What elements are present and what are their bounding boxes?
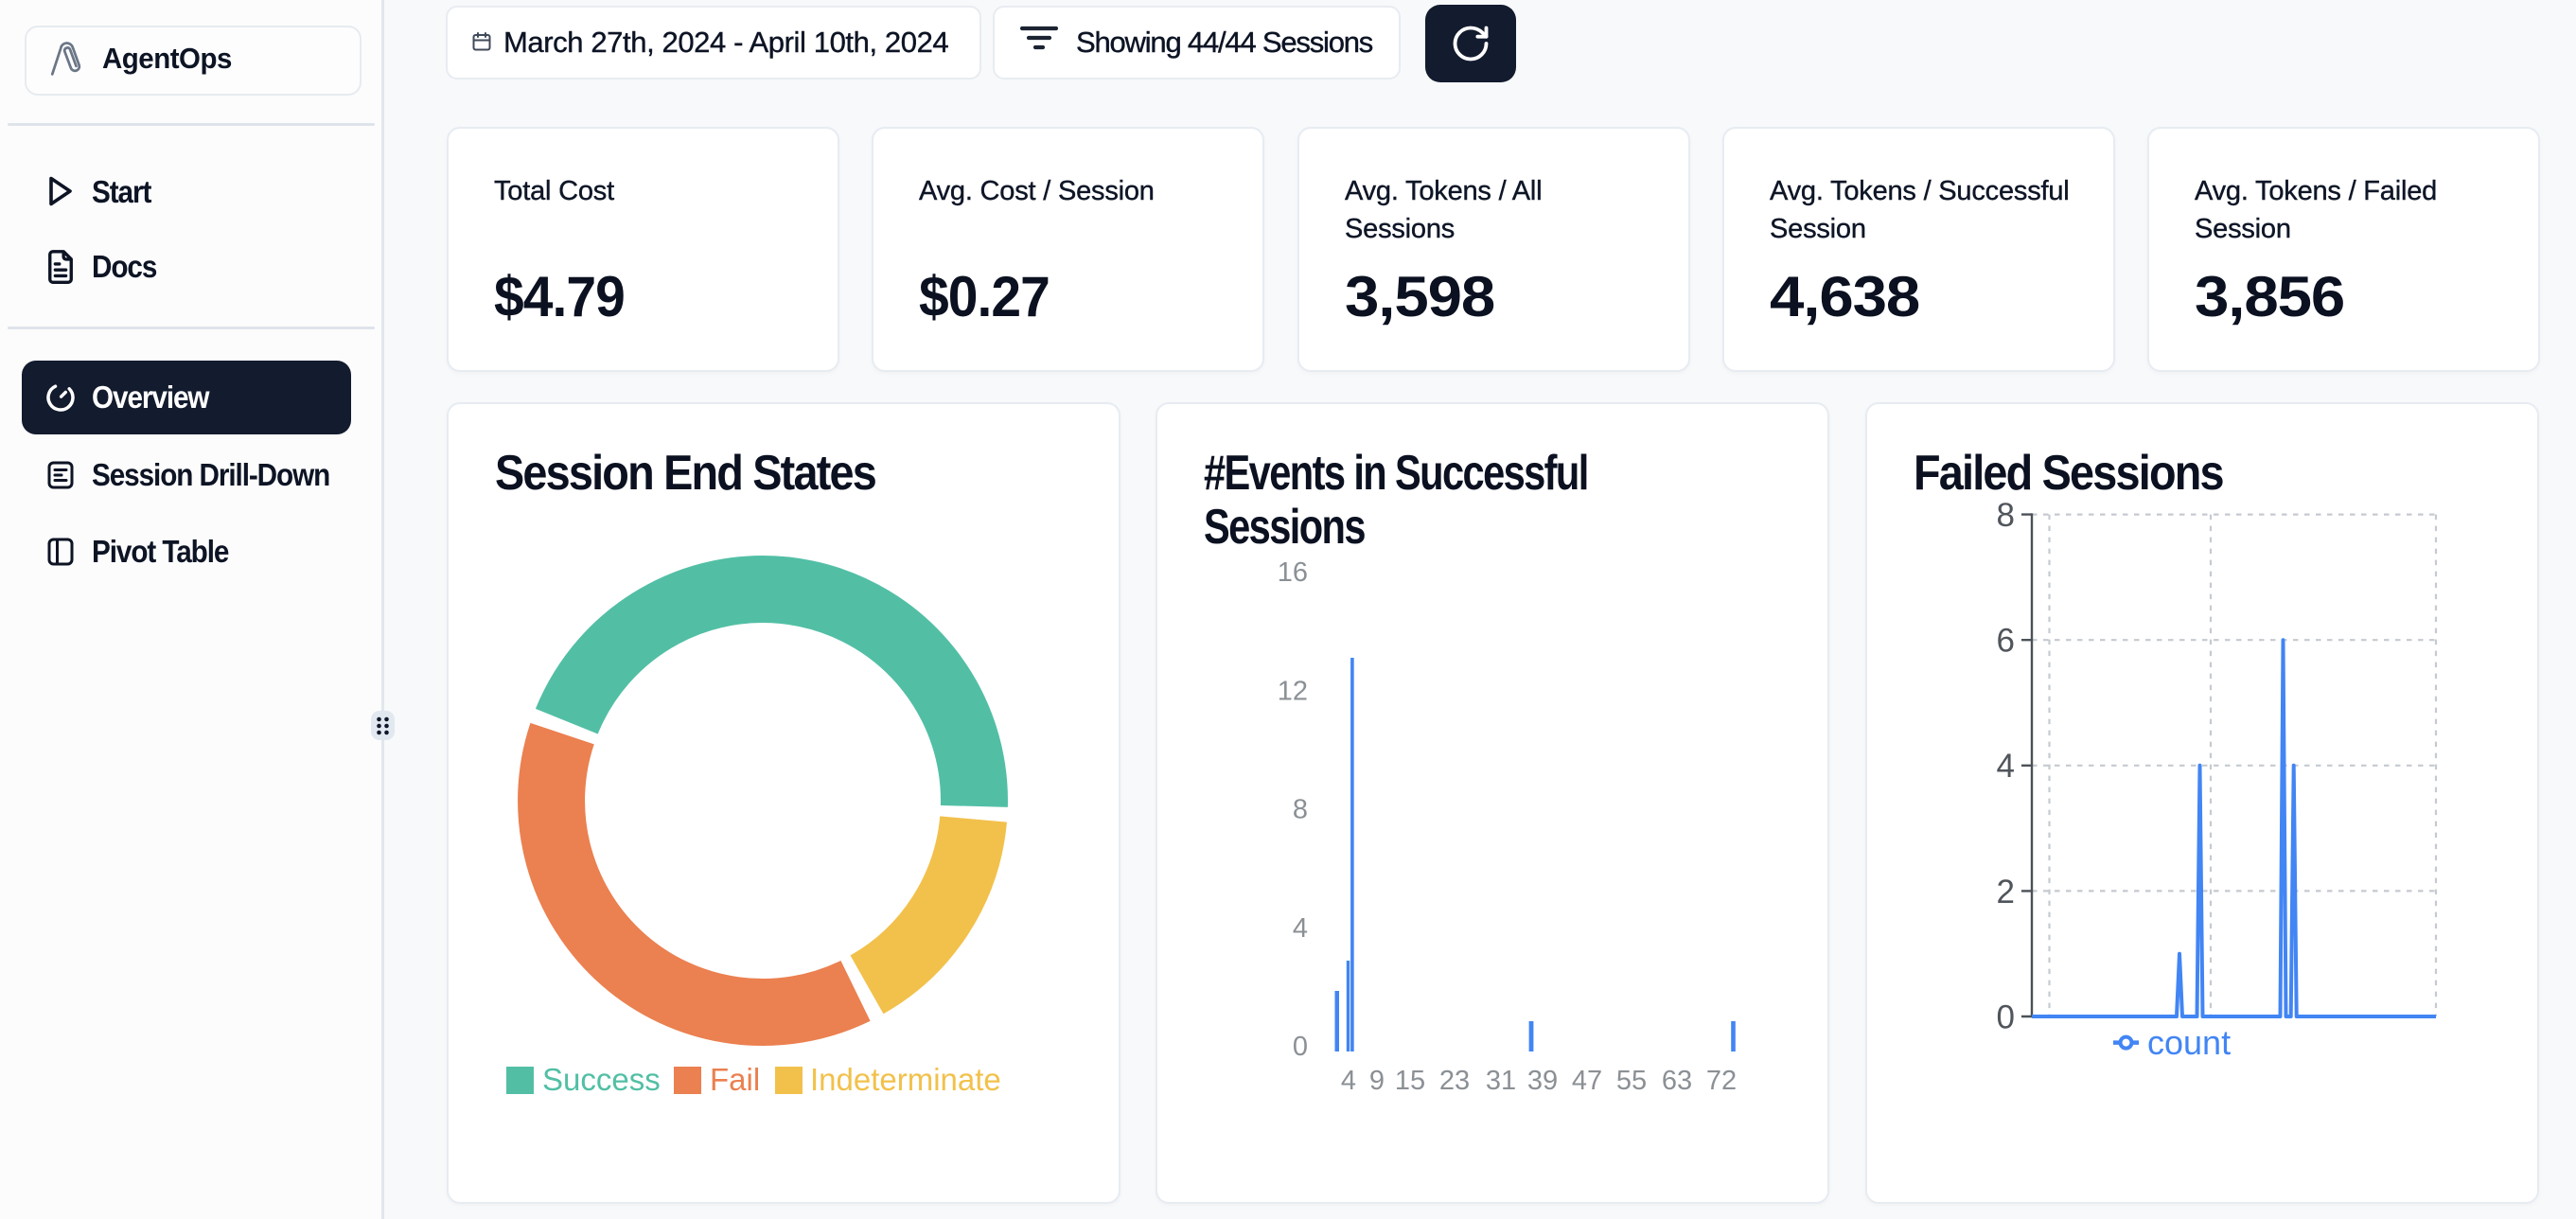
svg-text:47: 47 (1572, 1066, 1602, 1096)
svg-text:23: 23 (1439, 1066, 1470, 1096)
svg-text:4: 4 (1997, 748, 2015, 785)
svg-text:2: 2 (1997, 874, 2015, 910)
svg-text:72: 72 (1706, 1066, 1737, 1096)
svg-text:Fail: Fail (710, 1062, 760, 1097)
svg-text:0: 0 (1293, 1032, 1308, 1062)
svg-text:4: 4 (1293, 913, 1308, 944)
svg-text:8: 8 (1293, 795, 1308, 825)
svg-text:4: 4 (1341, 1066, 1356, 1096)
svg-text:0: 0 (1997, 998, 2015, 1035)
svg-text:count: count (2147, 1023, 2231, 1062)
svg-text:8: 8 (1997, 497, 2015, 534)
svg-text:63: 63 (1662, 1066, 1692, 1096)
svg-text:Indeterminate: Indeterminate (810, 1062, 1001, 1097)
svg-text:Success: Success (542, 1062, 661, 1097)
svg-text:39: 39 (1527, 1066, 1558, 1096)
svg-text:31: 31 (1486, 1066, 1516, 1096)
svg-text:6: 6 (1997, 623, 2015, 660)
svg-text:9: 9 (1369, 1066, 1385, 1096)
svg-text:12: 12 (1278, 676, 1308, 706)
svg-text:15: 15 (1395, 1066, 1425, 1096)
svg-text:16: 16 (1278, 557, 1308, 588)
svg-text:55: 55 (1616, 1066, 1647, 1096)
